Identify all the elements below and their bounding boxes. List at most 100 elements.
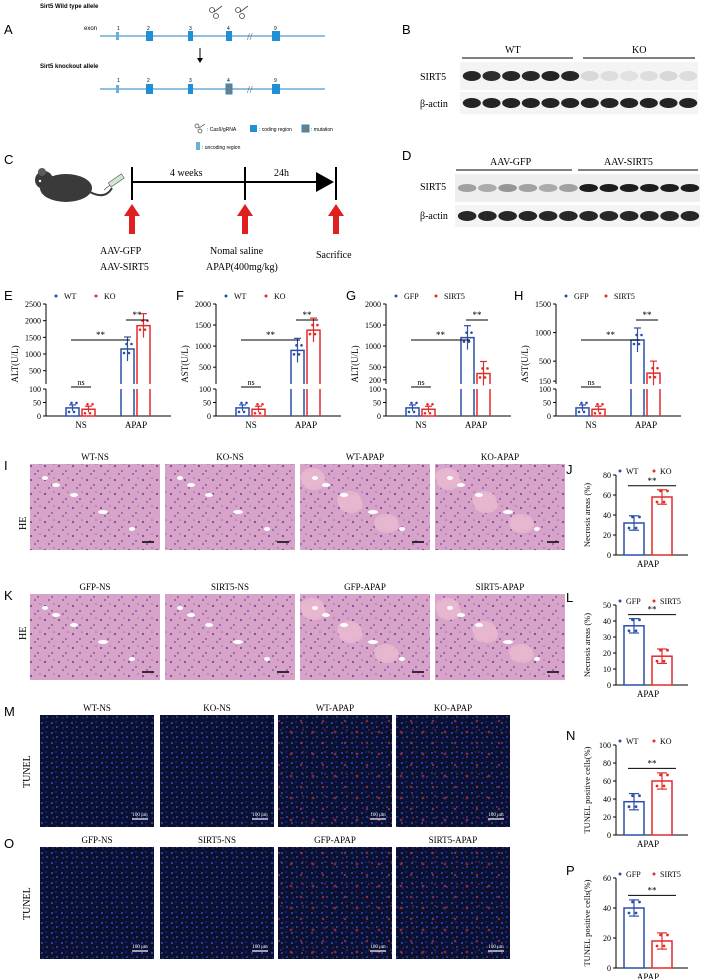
scale-bar-label: 100 μm bbox=[370, 945, 385, 950]
blot-band-actin bbox=[680, 211, 700, 221]
vessel bbox=[447, 606, 453, 610]
sig-label: ns bbox=[417, 378, 424, 387]
y-axis-label: AST(U/L) bbox=[180, 345, 190, 383]
y-tick-label: 0 bbox=[607, 964, 611, 973]
vessel bbox=[52, 613, 60, 617]
data-point bbox=[662, 659, 666, 663]
ko-allele-title: Sirt5 knockout allele bbox=[40, 64, 99, 70]
image-title: KO-APAP bbox=[481, 452, 519, 462]
red-arrows bbox=[124, 204, 344, 234]
blot-band-sirt5 bbox=[599, 184, 619, 192]
necrosis-area bbox=[474, 497, 498, 513]
image-title: WT-APAP bbox=[316, 703, 354, 713]
y-tick-label: 1000 bbox=[535, 329, 551, 338]
y-tick-label: 2000 bbox=[365, 300, 381, 309]
scissors-icon bbox=[209, 5, 249, 19]
data-point bbox=[91, 402, 94, 406]
data-point bbox=[292, 353, 296, 356]
legend-marker bbox=[618, 872, 622, 876]
y-axis-label: ALT(U/L) bbox=[10, 345, 20, 382]
data-point bbox=[635, 333, 638, 337]
vessel bbox=[42, 476, 48, 480]
data-point bbox=[423, 411, 427, 415]
chart-j: 0 20 40 60 80 Necrosis areas (%) APAP WT KO** bbox=[582, 467, 688, 569]
chart-f: 500 1000 1500 2000 0 50 100 AST(U/L) WT KO NS APAP n… bbox=[180, 292, 341, 430]
data-point bbox=[462, 340, 466, 343]
sig-label: ** bbox=[648, 605, 658, 615]
data-point bbox=[138, 328, 142, 331]
data-point bbox=[295, 344, 298, 347]
legend-label: GFP bbox=[626, 597, 641, 606]
legend-marker bbox=[54, 294, 58, 298]
necrosis-area bbox=[510, 517, 534, 533]
y-tick-label: 60 bbox=[603, 874, 611, 883]
blot-band-sirt5 bbox=[659, 71, 678, 81]
y-tick-label: 40 bbox=[603, 795, 611, 804]
data-point bbox=[638, 515, 641, 519]
data-point bbox=[648, 375, 652, 379]
image-title: WT-NS bbox=[81, 452, 109, 462]
necrosis-area bbox=[437, 474, 461, 490]
vessel bbox=[129, 657, 135, 661]
image-title: GFP-APAP bbox=[344, 582, 386, 592]
data-point bbox=[122, 351, 126, 355]
y-tick-label: 0 bbox=[607, 551, 611, 560]
legend-marker bbox=[224, 294, 228, 298]
x-tick-label: APAP bbox=[295, 420, 317, 430]
legend-label: GFP bbox=[404, 292, 419, 301]
data-point bbox=[653, 375, 657, 379]
data-point bbox=[256, 402, 259, 406]
legend-coding-swatch bbox=[250, 125, 257, 132]
y-tick-label: 1000 bbox=[25, 350, 41, 359]
legend-label: KO bbox=[660, 467, 672, 476]
tunel-image-row-m: WT-NS 100 μm KO-NS 100 μm WT-APAP 100 μm KO-AP… bbox=[40, 703, 510, 827]
vessel bbox=[534, 657, 540, 661]
y-tick-label: 0 bbox=[607, 831, 611, 840]
sig-label: ** bbox=[266, 330, 276, 340]
blot-band-sirt5 bbox=[600, 71, 619, 81]
data-point bbox=[655, 659, 659, 663]
image-title: SIRT5-APAP bbox=[429, 835, 478, 845]
data-point bbox=[659, 489, 662, 493]
data-point bbox=[470, 331, 473, 334]
panel-letter-d: D bbox=[402, 148, 411, 163]
panel-letter-e: E bbox=[4, 288, 13, 303]
data-point bbox=[130, 342, 133, 346]
chart-h: 150 500 1000 1500 0 50 100 AST(U/L) GFP SIRT5 NS AP… bbox=[520, 292, 681, 430]
vessel bbox=[503, 510, 513, 514]
bar bbox=[651, 496, 673, 556]
legend-label: SIRT5 bbox=[660, 870, 681, 879]
y-tick-label: 20 bbox=[603, 649, 611, 658]
image-title: SIRT5-NS bbox=[211, 582, 249, 592]
legend-a: : Cas9/gRNA : coding region : mutation :… bbox=[194, 123, 333, 151]
legend-mutation-swatch bbox=[301, 124, 310, 133]
sig-label: ** bbox=[648, 885, 658, 895]
y-axis-label: Necrosis areas (%) bbox=[582, 613, 592, 677]
blot-band-sirt5 bbox=[640, 184, 659, 192]
exon-3 bbox=[188, 31, 193, 41]
scale-bar-label: 100 μm bbox=[488, 813, 503, 818]
legend-marker bbox=[264, 294, 268, 298]
blot-band-actin bbox=[619, 211, 639, 221]
y-tick-label: 60 bbox=[603, 491, 611, 500]
x-axis-label: APAP bbox=[637, 689, 659, 699]
y-tick-label: 20 bbox=[603, 531, 611, 540]
blot-band-actin bbox=[620, 98, 639, 108]
y-tick-label: 500 bbox=[369, 363, 381, 372]
blot-band-sirt5 bbox=[462, 71, 481, 81]
necrosis-area bbox=[510, 647, 534, 663]
group-label-wt: WT bbox=[505, 45, 521, 56]
data-point bbox=[431, 402, 434, 406]
sig-label: ** bbox=[96, 330, 106, 340]
blot-band-sirt5 bbox=[639, 71, 658, 81]
data-point bbox=[656, 366, 659, 370]
x-tick-label: NS bbox=[245, 420, 257, 430]
vessel bbox=[233, 510, 243, 514]
data-point bbox=[631, 794, 634, 798]
vessel bbox=[177, 606, 183, 610]
panel-letter-h: H bbox=[514, 288, 523, 303]
row-label-actin: β-actin bbox=[420, 211, 448, 222]
blot-band-actin bbox=[538, 211, 558, 221]
break-mark: // bbox=[247, 85, 253, 96]
chart-g: 200 500 1000 1500 2000 0 50 100 ALT(U/L) GFP SIRT5… bbox=[350, 292, 511, 430]
